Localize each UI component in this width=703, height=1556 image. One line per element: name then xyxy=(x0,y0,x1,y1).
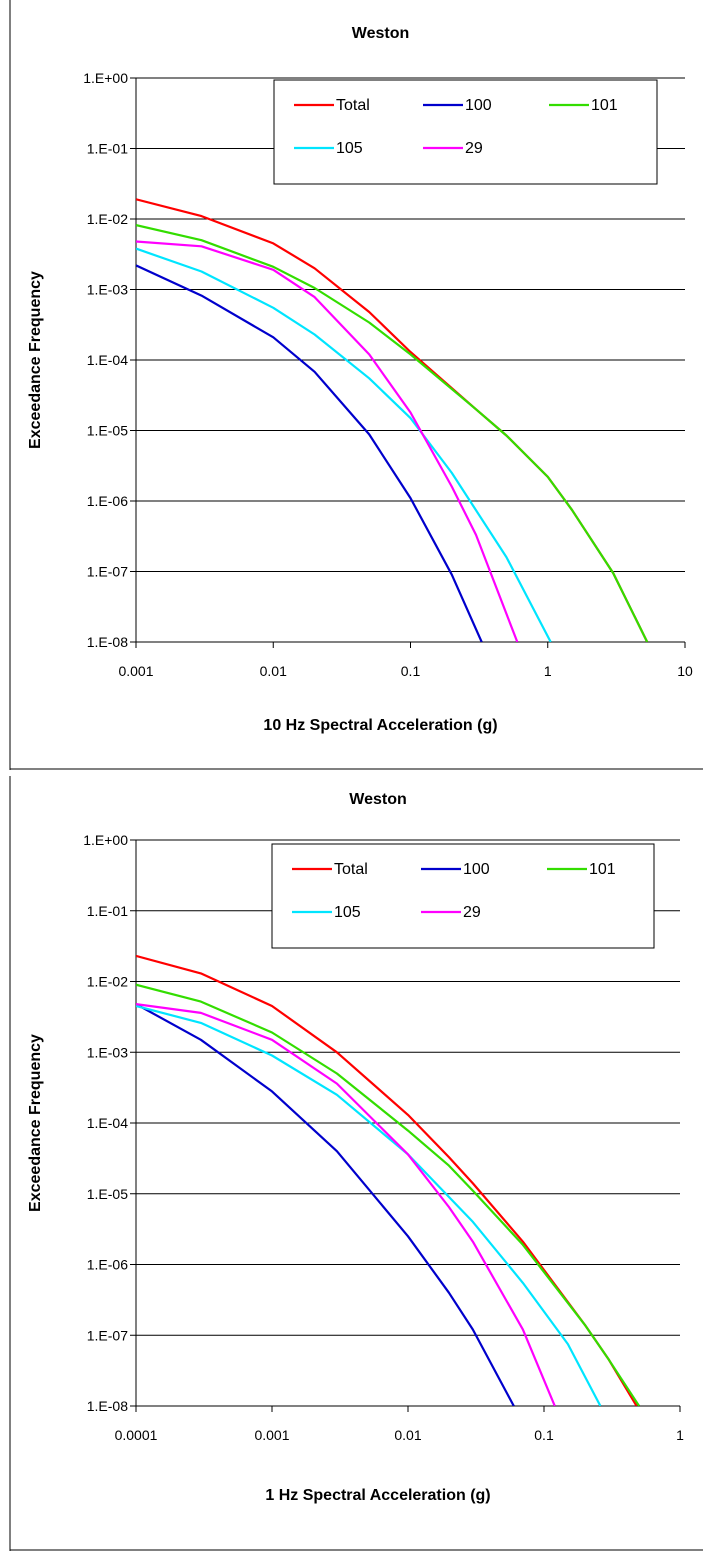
y-tick-label: 1.E-06 xyxy=(87,493,128,509)
series-group xyxy=(136,198,649,642)
series-line-29 xyxy=(136,240,519,642)
x-tick-label: 0.001 xyxy=(254,1427,289,1443)
y-axis-label: Exceedance Frequency xyxy=(27,271,44,449)
legend-box xyxy=(271,843,655,949)
x-tick-label: 0.1 xyxy=(534,1427,554,1443)
y-tick-label: 1.E-05 xyxy=(87,423,128,439)
y-tick-label: 1.E-08 xyxy=(87,1398,128,1414)
x-axis-label: 10 Hz Spectral Acceleration (g) xyxy=(263,717,497,734)
legend-label-105: 105 xyxy=(336,140,363,157)
x-tick-label: 0.001 xyxy=(118,663,153,679)
y-tick-label: 1.E-05 xyxy=(87,1186,128,1202)
legend-label-100: 100 xyxy=(463,861,490,878)
series-group xyxy=(136,954,641,1406)
y-tick-label: 1.E+00 xyxy=(83,70,128,86)
legend-label-total: Total xyxy=(336,97,370,114)
legend-label-101: 101 xyxy=(589,861,616,878)
y-tick-label: 1.E-02 xyxy=(87,974,128,990)
chart-1hz-panel: Weston 1.E-08 1.E-07 1.E-06 1.E-05 1.E-04 1.E-… xyxy=(0,776,703,1551)
x-tick-label: 0.01 xyxy=(394,1427,421,1443)
y-tick-label: 1.E-04 xyxy=(87,352,128,368)
x-axis-label: 1 Hz Spectral Acceleration (g) xyxy=(265,1487,490,1504)
x-tick-label: 1 xyxy=(676,1427,684,1443)
y-tick-label: 1.E-03 xyxy=(87,1044,128,1060)
chart-1hz: Weston 1.E-08 1.E-07 1.E-06 1.E-05 1.E-04 1.E-… xyxy=(9,776,703,1551)
y-tick-label: 1.E-04 xyxy=(87,1115,128,1131)
series-line-101 xyxy=(136,224,649,642)
series-line-total xyxy=(136,198,649,642)
legend-label-29: 29 xyxy=(465,140,483,157)
x-tick-label: 10 xyxy=(677,663,693,679)
y-tick-label: 1.E-01 xyxy=(87,903,128,919)
x-tick-label: 0.01 xyxy=(260,663,287,679)
y-tick-label: 1.E-08 xyxy=(87,634,128,650)
series-line-29 xyxy=(136,1003,556,1406)
x-tick-label: 1 xyxy=(544,663,552,679)
chart-title: Weston xyxy=(352,25,409,42)
x-tick-label: 0.1 xyxy=(401,663,421,679)
chart-10hz-panel: Weston 1.E-08 1.E-07 1.E-06 1.E-05 1.E-04 1.E-… xyxy=(0,0,703,776)
y-tick-label: 1.E-02 xyxy=(87,211,128,227)
y-tick-label: 1.E+00 xyxy=(83,832,128,848)
y-tick-label: 1.E-07 xyxy=(87,1327,128,1343)
y-tick-label: 1.E-01 xyxy=(87,141,128,157)
series-line-100 xyxy=(136,264,483,642)
legend-box xyxy=(273,79,658,185)
series-line-100 xyxy=(136,1003,515,1406)
legend-label-100: 100 xyxy=(465,97,492,114)
legend-label-101: 101 xyxy=(591,97,618,114)
y-tick-label: 1.E-03 xyxy=(87,282,128,298)
chart-title: Weston xyxy=(349,791,406,808)
legend-label-29: 29 xyxy=(463,904,481,921)
legend-label-total: Total xyxy=(334,861,368,878)
y-tick-label: 1.E-07 xyxy=(87,564,128,580)
y-axis-label: Exceedance Frequency xyxy=(27,1034,44,1212)
y-tick-label: 1.E-06 xyxy=(87,1257,128,1273)
chart-10hz: Weston 1.E-08 1.E-07 1.E-06 1.E-05 1.E-04 1.E-… xyxy=(9,0,703,770)
series-line-105 xyxy=(136,247,552,642)
series-line-total xyxy=(136,954,638,1406)
legend-label-105: 105 xyxy=(334,904,361,921)
x-tick-label: 0.0001 xyxy=(115,1427,158,1443)
series-line-101 xyxy=(136,983,641,1406)
